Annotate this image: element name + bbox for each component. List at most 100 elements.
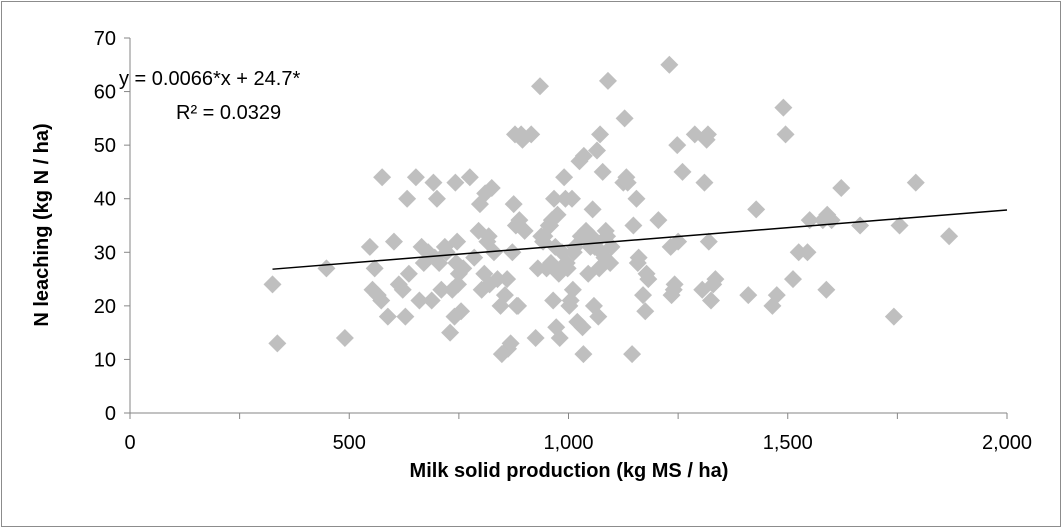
data-point [890, 216, 909, 235]
trendline-equation: y = 0.0066*x + 24.7* [119, 68, 300, 90]
data-point [454, 259, 473, 278]
data-point [747, 200, 766, 219]
r-squared-label: R² = 0.0329 [176, 102, 281, 124]
data-point [851, 216, 870, 235]
data-point [800, 211, 819, 230]
data-point [384, 232, 403, 251]
data-point [410, 291, 429, 310]
x-axis-title: Milk solid production (kg MS / ha) [410, 460, 729, 482]
data-points [263, 55, 959, 364]
data-point [430, 254, 449, 272]
data-point [460, 168, 479, 187]
data-point [649, 211, 668, 230]
data-point [503, 243, 522, 262]
y-tick-label: 0 [105, 403, 116, 425]
data-point [317, 259, 336, 278]
y-axis-title: N leaching (kg N / ha) [31, 123, 53, 326]
data-point [588, 141, 607, 160]
data-point [695, 173, 714, 192]
data-point [360, 237, 379, 256]
data-point [522, 125, 541, 144]
data-point [399, 264, 418, 283]
x-tick-label: 2,000 [982, 432, 1032, 454]
data-point [452, 302, 471, 321]
data-point [573, 318, 592, 337]
data-point [629, 248, 648, 267]
data-point [495, 286, 514, 305]
data-point [618, 173, 637, 192]
x-tick-label: 1,500 [763, 432, 813, 454]
data-point [544, 291, 563, 310]
data-point [372, 291, 391, 310]
data-point [509, 296, 528, 315]
data-point [832, 179, 851, 197]
data-point [373, 168, 392, 187]
data-point [422, 291, 441, 310]
y-tick-label: 30 [94, 242, 116, 264]
data-point [335, 329, 354, 347]
data-point [378, 307, 397, 326]
data-point [593, 162, 612, 181]
data-point [698, 125, 717, 144]
data-point [498, 270, 517, 289]
data-point [526, 329, 545, 347]
data-point [636, 302, 655, 321]
y-tick-label: 70 [94, 28, 116, 50]
data-point [446, 173, 465, 192]
data-point [627, 189, 646, 208]
data-point [589, 307, 608, 326]
data-point [501, 334, 520, 353]
x-tick-label: 0 [124, 432, 135, 454]
data-point [424, 173, 443, 192]
y-tick-label: 10 [94, 349, 116, 371]
data-point [441, 323, 460, 342]
data-point [504, 195, 523, 214]
data-point [623, 345, 642, 364]
data-point [668, 136, 687, 155]
data-point [398, 189, 417, 208]
data-point [545, 189, 564, 208]
data-point [488, 270, 507, 289]
data-point [598, 71, 617, 90]
data-point [639, 270, 658, 289]
data-point [548, 205, 567, 224]
data-point [739, 286, 758, 305]
data-point [393, 280, 412, 299]
data-point [448, 275, 467, 294]
data-point [558, 259, 577, 278]
trendline-layer [272, 209, 1008, 270]
data-point [634, 286, 653, 305]
data-point [706, 270, 725, 289]
data-point [660, 55, 679, 74]
x-tick-label: 1,000 [543, 432, 593, 454]
data-point [432, 280, 451, 299]
data-point [563, 189, 582, 208]
data-point [484, 243, 503, 262]
data-point [365, 259, 384, 278]
data-point [776, 125, 795, 144]
data-point [396, 307, 415, 326]
data-point [591, 125, 610, 144]
data-point [784, 270, 803, 289]
data-point [624, 216, 643, 235]
data-point [448, 232, 467, 251]
data-point [437, 243, 456, 262]
data-point [798, 243, 817, 262]
data-point [665, 275, 684, 294]
y-tick-label: 40 [94, 189, 116, 211]
data-point [574, 345, 593, 364]
data-point [530, 77, 549, 96]
data-point [702, 291, 721, 310]
data-point [268, 334, 287, 353]
data-point [673, 162, 692, 181]
data-point [699, 232, 718, 251]
trendline [272, 209, 1008, 270]
y-tick-label: 20 [94, 296, 116, 318]
data-point [482, 179, 501, 197]
x-tick-label: 500 [333, 432, 366, 454]
y-tick-label: 60 [94, 82, 116, 104]
data-point [884, 307, 903, 326]
data-point [574, 146, 593, 165]
data-point [940, 227, 959, 246]
data-point [563, 280, 582, 299]
